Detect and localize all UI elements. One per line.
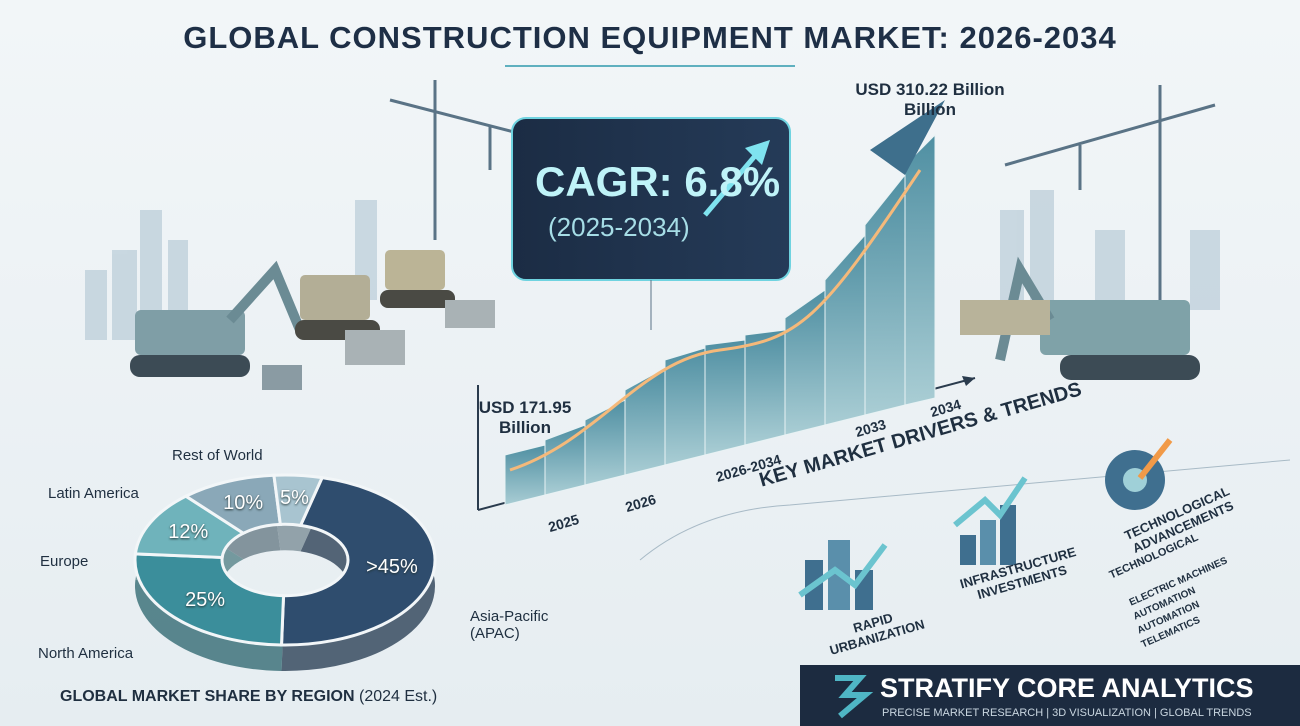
end-value: USD 310.22 Billion Billion xyxy=(855,80,1005,119)
title: GLOBAL CONSTRUCTION EQUIPMENT MARKET: 20… xyxy=(183,20,1117,55)
slice xyxy=(272,473,325,528)
region-label: Asia-Pacific (APAC) xyxy=(470,608,549,642)
start-value: USD 171.95 Billion xyxy=(478,398,572,437)
donut-chart xyxy=(133,473,437,671)
cagr: CAGR: 6.8% xyxy=(535,158,781,205)
slice xyxy=(133,552,286,647)
pie-title-text: GLOBAL MARKET SHARE BY REGION xyxy=(60,688,355,705)
brand-logo xyxy=(835,675,874,719)
region-label: Rest of World xyxy=(172,447,263,464)
brand-name: STRATIFY CORE ANALYTICS xyxy=(880,673,1254,703)
brand-bar xyxy=(800,665,1300,726)
region-label: North America xyxy=(38,645,134,662)
cagr-arrow xyxy=(703,148,762,217)
pie-title: GLOBAL MARKET SHARE BY REGION (2024 Est.… xyxy=(60,688,437,706)
slice xyxy=(279,475,437,647)
slice-label: 12% xyxy=(168,520,209,543)
driver-icons xyxy=(798,438,1173,610)
machines xyxy=(130,250,1200,390)
cagr-arrow-head xyxy=(745,140,770,165)
region-label: Europe xyxy=(40,553,89,570)
brand-tagline: PRECISE MARKET RESEARCH | 3D VISUALIZATI… xyxy=(882,707,1252,719)
cagr-period: (2025-2034) xyxy=(548,212,690,242)
slice-label: 25% xyxy=(185,589,226,612)
slice-label: 5% xyxy=(280,487,309,510)
slice-label: >45% xyxy=(366,556,418,579)
slice-label: 10% xyxy=(223,491,264,514)
region-label: Latin America xyxy=(48,485,139,502)
pie-subtitle: (2024 Est.) xyxy=(359,688,438,705)
growth-chart xyxy=(477,100,976,511)
drivers-frame xyxy=(639,459,1291,561)
